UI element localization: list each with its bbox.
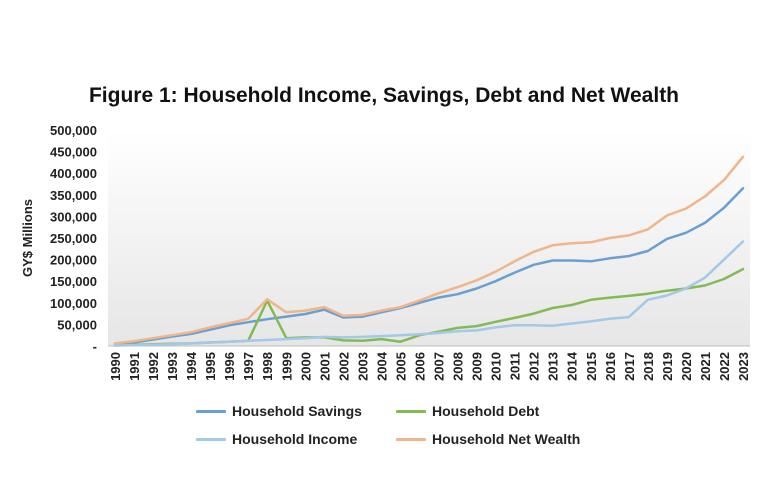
x-tick-label: 2016 [603,352,618,381]
x-tick-label: 1995 [203,352,218,381]
x-tick-label: 1998 [260,352,275,381]
x-tick-label: 2008 [451,352,466,381]
x-tick-label: 1999 [279,352,294,381]
legend-swatch [396,409,426,413]
y-tick-label: 350,000 [50,188,97,203]
x-tick-label: 2009 [470,352,485,381]
x-tick-label: 2007 [432,352,447,381]
x-tick-label: 2006 [412,352,427,381]
x-tick-label: 2003 [355,352,370,381]
legend-swatch [196,437,226,441]
y-tick-label: 50,000 [57,317,97,332]
series-line-household-net-wealth [113,155,745,345]
x-tick-label: 2023 [736,352,751,381]
y-tick-label: 450,000 [50,145,97,160]
x-tick-label: 1990 [108,352,123,381]
x-tick-label: 1993 [165,352,180,381]
x-tick-label: 1992 [146,352,161,381]
x-tick-label: 2002 [336,352,351,381]
series-lines [113,155,745,347]
plot-area [108,130,750,346]
x-tick-label: 2019 [660,352,675,381]
x-tick-label: 2022 [717,352,732,381]
y-tick-label: - [93,339,97,354]
x-tick-label: 2014 [565,351,580,381]
x-tick-label: 1994 [184,351,199,381]
x-tick-label: 1996 [222,352,237,381]
x-tick-label: 2005 [393,352,408,381]
legend-label: Household Income [232,431,358,447]
x-tick-label: 2011 [508,352,523,380]
x-tick-label: 1997 [241,352,256,381]
x-tick-label: 2017 [622,352,637,381]
x-tick-label: 2001 [317,352,332,381]
legend-label: Household Net Wealth [432,431,581,447]
x-tick-label: 2012 [527,352,542,381]
legend-swatch [396,437,426,441]
legend-item: Household Debt [396,403,596,419]
x-tick-label: 1991 [127,352,142,381]
legend-item: Household Net Wealth [396,431,596,447]
legend-label: Household Debt [432,403,540,419]
y-tick-label: 100,000 [50,296,97,311]
x-tick-label: 2018 [641,352,656,381]
x-tick-label: 2000 [298,352,313,381]
y-tick-label: 250,000 [50,231,97,246]
legend-swatch [196,409,226,413]
x-tick-label: 2021 [698,352,713,381]
legend-item: Household Savings [196,403,396,419]
legend-label: Household Savings [232,403,362,419]
y-tick-label: 300,000 [50,209,97,224]
chart-title: Figure 1: Household Income, Savings, Deb… [88,84,680,107]
legend-item: Household Income [196,431,396,447]
x-tick-label: 2020 [679,352,694,381]
x-tick-label: 2013 [546,352,561,381]
x-tick-label: 2010 [489,352,504,381]
series-line-household-savings [113,187,745,346]
series-line-household-income [113,240,745,347]
x-tick-label: 2004 [374,351,389,381]
y-tick-label: 200,000 [50,253,97,268]
legend: Household Savings Household Debt Household… [196,403,616,447]
x-axis: 1990 1991 1992 1993 1994 1995 1996 1997 1998 1999… [108,345,751,381]
y-axis: - 50,000 100,000 150,000 200,000 250,000 300,0… [50,123,97,354]
y-tick-label: 150,000 [50,274,97,289]
x-tick-label: 2015 [584,352,599,381]
y-axis-label: GY$ Millions [20,199,35,277]
y-tick-label: 400,000 [50,166,97,181]
y-tick-label: 500,000 [50,123,97,138]
